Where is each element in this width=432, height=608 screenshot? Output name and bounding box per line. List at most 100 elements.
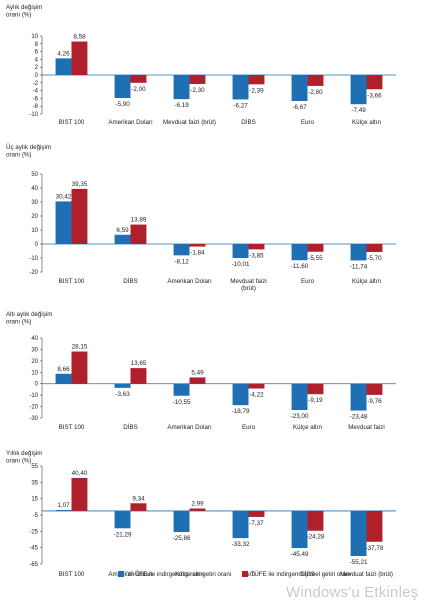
legend: Yİ-ÜFE ile indirgenmiş reel getiri oranı… — [118, 568, 418, 580]
bar-yiufe — [232, 383, 249, 406]
bar-tufe — [366, 383, 383, 395]
activation-watermark: Windows'u Etkinleş — [286, 584, 419, 601]
data-label: 4,26 — [57, 50, 70, 57]
bar-yiufe — [291, 383, 308, 410]
bar-tufe — [248, 75, 265, 85]
y-tick-label: -5 — [33, 513, 39, 519]
y-tick-label: 55 — [31, 464, 38, 470]
data-label: -25,86 — [173, 535, 191, 542]
data-label: -3,66 — [367, 92, 382, 99]
y-tick-label: 0 — [35, 73, 39, 79]
category-label: DİBS — [300, 571, 314, 578]
y-tick-label: -25 — [29, 529, 38, 535]
bar-yiufe — [350, 510, 367, 557]
legend-item-yiufe: Yİ-ÜFE ile indirgenmiş reel getiri oranı — [118, 571, 232, 578]
bar-yiufe — [173, 75, 190, 100]
y-tick-label: -20 — [29, 270, 38, 276]
y-tick-label: -10 — [29, 393, 38, 399]
y-axis-title-line: Altı aylık değişim — [6, 311, 52, 318]
category-label: BIST 100 — [59, 119, 85, 126]
bar-yiufe — [114, 75, 131, 99]
data-label: -5,90 — [115, 101, 130, 108]
bar-tufe — [307, 75, 324, 86]
category-label: Amerikan Doları — [108, 119, 153, 126]
category-label: DİBS — [123, 278, 137, 285]
y-tick-label: -30 — [29, 416, 38, 422]
y-tick-label: -10 — [29, 256, 38, 262]
y-tick-label: 8 — [35, 42, 39, 48]
bar-tufe — [307, 244, 324, 252]
data-label: -45,49 — [291, 551, 309, 558]
bar-tufe — [130, 224, 147, 244]
data-label: -2,00 — [131, 86, 146, 93]
y-tick-label: 10 — [31, 34, 38, 40]
bar-tufe — [130, 75, 147, 83]
bar-yiufe — [232, 510, 249, 539]
bar-yiufe — [350, 383, 367, 411]
y-tick-label: 0 — [35, 382, 39, 388]
y-axis-title-line: Aylık değişim — [6, 4, 42, 11]
data-label: -23,48 — [350, 414, 368, 421]
category-label: Mevduat faizi — [230, 278, 266, 285]
data-label: -9,76 — [367, 398, 382, 405]
category-label: Euro — [301, 278, 315, 285]
y-tick-label: -8 — [33, 104, 39, 110]
y-axis-title-line: oranı (%) — [6, 152, 31, 159]
category-label: BIST 100 — [59, 424, 85, 431]
data-label: 6,59 — [116, 227, 129, 234]
category-label: Mevduat faizi — [348, 424, 384, 431]
category-label: Mevduat faizi (brüt) — [163, 119, 216, 126]
bar-yiufe — [55, 373, 72, 384]
data-label: -5,70 — [367, 255, 382, 262]
y-axis-title-line: Yıllık değişim — [6, 450, 42, 457]
data-label: -6,67 — [292, 104, 307, 111]
bar-yiufe — [55, 58, 72, 75]
bar-tufe — [71, 41, 88, 75]
bar-yiufe — [114, 383, 131, 388]
data-label: -18,79 — [232, 408, 250, 415]
data-label: -33,32 — [232, 541, 250, 548]
bar-yiufe — [232, 244, 249, 259]
data-label: 8,58 — [73, 34, 86, 41]
data-label: -4,22 — [249, 392, 264, 399]
y-tick-label: 40 — [31, 186, 38, 192]
category-label: BIST 100 — [59, 278, 85, 285]
data-label: -37,78 — [366, 545, 384, 552]
bar-tufe — [248, 244, 265, 250]
y-tick-label: -4 — [33, 89, 39, 95]
bar-tufe — [130, 503, 147, 511]
legend-swatch-blue — [118, 571, 124, 577]
bar-yiufe — [114, 234, 131, 244]
bar-tufe — [71, 351, 88, 384]
data-label: 13,89 — [131, 217, 147, 224]
bar-tufe — [189, 377, 206, 384]
category-label: Amerikan Doları — [108, 571, 153, 578]
y-tick-label: -10 — [29, 112, 38, 118]
data-label: -3,63 — [115, 391, 130, 398]
bar-yiufe — [55, 510, 72, 511]
category-label: DİBS — [241, 119, 255, 126]
bar-yiufe — [232, 75, 249, 100]
bar-yiufe — [350, 75, 367, 105]
category-label: Külçe altın — [352, 119, 381, 126]
y-axis-title-line: oranı (%) — [6, 319, 31, 326]
category-label: Euro — [301, 119, 315, 126]
bar-yiufe — [173, 244, 190, 256]
data-label: -5,55 — [308, 255, 323, 262]
data-label: -2,39 — [249, 87, 264, 94]
bar-yiufe — [291, 75, 308, 102]
category-label: Külçe altın — [175, 571, 204, 578]
data-label: 9,34 — [132, 495, 145, 502]
bar-yiufe — [291, 510, 308, 549]
y-tick-label: -20 — [29, 405, 38, 411]
data-label: -10,55 — [173, 399, 191, 406]
data-label: -55,21 — [350, 559, 368, 566]
bar-tufe — [189, 244, 206, 247]
y-tick-label: 30 — [31, 200, 38, 206]
legend-label-yiufe: Yİ-ÜFE ile indirgenmiş reel getiri oranı — [127, 570, 232, 578]
bar-tufe — [307, 510, 324, 531]
y-tick-label: -6 — [33, 96, 39, 102]
